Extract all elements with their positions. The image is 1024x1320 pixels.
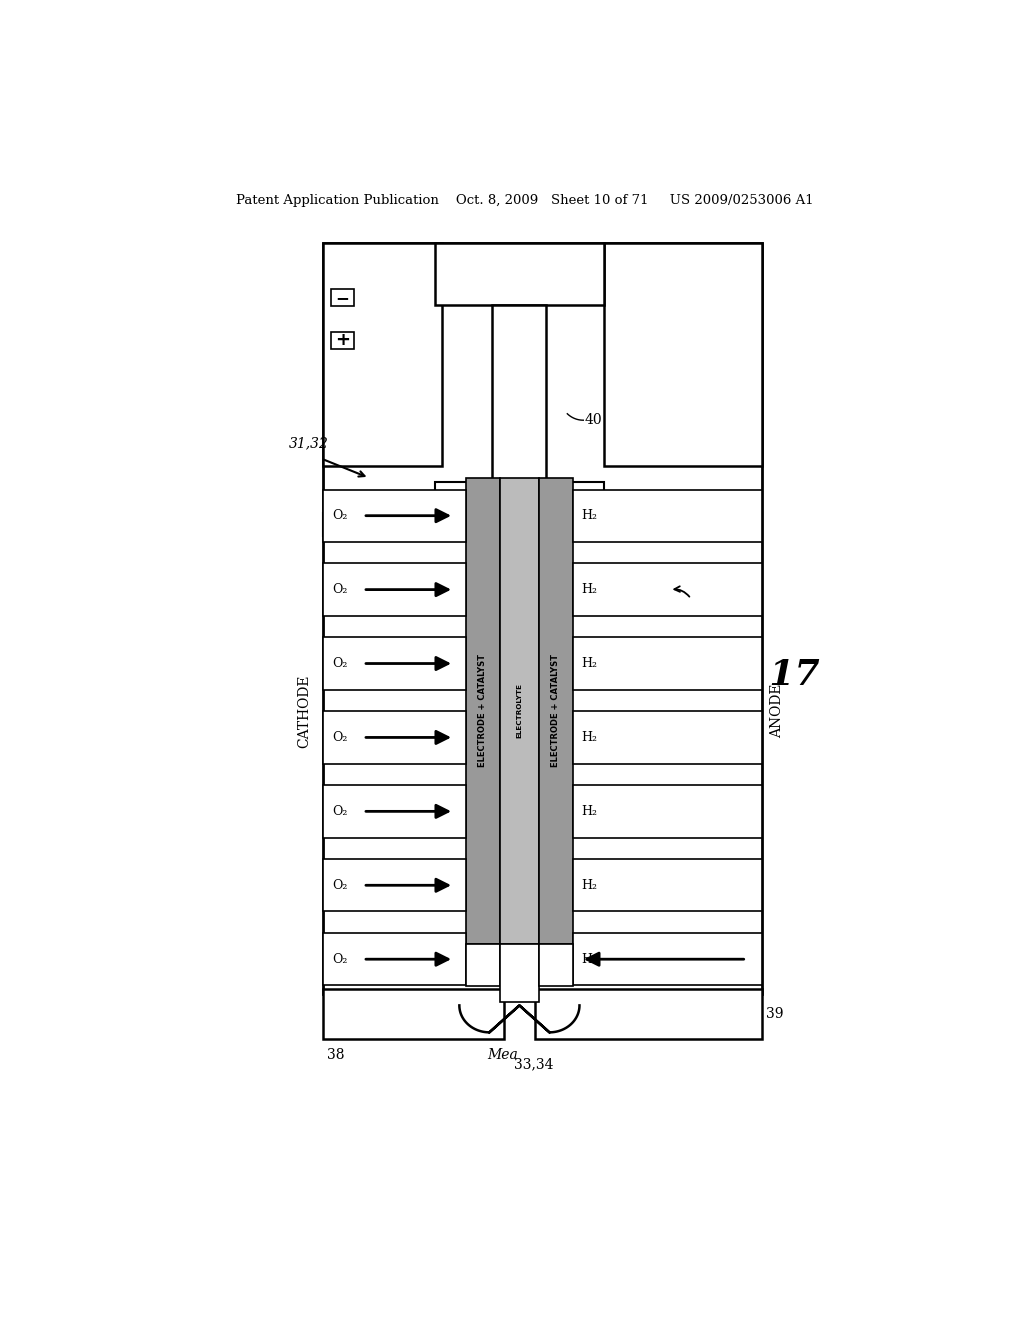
Bar — [323, 933, 466, 985]
Bar — [323, 243, 442, 466]
Bar — [323, 638, 466, 689]
Bar — [323, 512, 500, 536]
Text: FIG. 17: FIG. 17 — [673, 657, 820, 692]
Text: O₂: O₂ — [333, 879, 348, 892]
Text: 38: 38 — [327, 1048, 344, 1061]
Text: O₂: O₂ — [333, 583, 348, 597]
Text: −: − — [336, 289, 349, 306]
Bar — [323, 711, 466, 763]
Text: Patent Application Publication    Oct. 8, 2009   Sheet 10 of 71     US 2009/0253: Patent Application Publication Oct. 8, 2… — [236, 194, 814, 207]
Text: CATHODE: CATHODE — [297, 675, 311, 747]
Text: +: + — [335, 331, 350, 348]
Bar — [573, 711, 762, 763]
Text: H₂: H₂ — [581, 583, 597, 597]
Text: H₂: H₂ — [581, 731, 597, 744]
Bar — [573, 490, 762, 543]
Bar — [493, 305, 547, 482]
Bar — [573, 638, 762, 689]
Bar — [604, 243, 762, 466]
Text: ELECTRODE + CATALYST: ELECTRODE + CATALYST — [552, 655, 560, 767]
Text: 40: 40 — [585, 413, 602, 428]
Bar — [500, 478, 539, 944]
Bar — [500, 944, 539, 1002]
Text: H₂: H₂ — [581, 879, 597, 892]
Bar — [539, 512, 762, 536]
Text: 37: 37 — [692, 598, 711, 612]
Text: O₂: O₂ — [333, 805, 348, 818]
Bar — [331, 331, 354, 348]
Bar — [435, 243, 604, 305]
Text: H₂: H₂ — [581, 657, 597, 671]
Text: 39: 39 — [766, 1007, 783, 1022]
Bar — [323, 243, 762, 994]
Text: H₂: H₂ — [581, 953, 597, 966]
Text: 42: 42 — [580, 950, 597, 965]
Text: O₂: O₂ — [333, 510, 348, 523]
Text: ELECTRODE + CATALYST: ELECTRODE + CATALYST — [478, 655, 487, 767]
Text: ANODE: ANODE — [770, 684, 784, 738]
Bar — [573, 785, 762, 838]
Bar — [573, 564, 762, 615]
Text: H₂: H₂ — [581, 805, 597, 818]
Text: 33,34: 33,34 — [513, 1057, 553, 1072]
Bar — [435, 482, 604, 512]
Text: ELECTROLYTE: ELECTROLYTE — [516, 684, 522, 738]
Bar — [323, 785, 466, 838]
Text: H₂: H₂ — [581, 510, 597, 523]
Text: Mea: Mea — [487, 1048, 518, 1063]
Bar — [323, 859, 466, 911]
Text: O₂: O₂ — [333, 953, 348, 966]
Bar — [535, 989, 762, 1039]
Bar — [323, 989, 504, 1039]
Text: 41: 41 — [441, 950, 460, 965]
Bar — [331, 289, 354, 306]
Bar — [573, 859, 762, 911]
Bar — [466, 944, 500, 986]
Bar — [539, 944, 573, 986]
Text: O₂: O₂ — [333, 657, 348, 671]
Bar — [573, 933, 762, 985]
Text: 31,32: 31,32 — [289, 437, 329, 450]
Bar — [323, 564, 466, 615]
Text: O₂: O₂ — [333, 731, 348, 744]
Bar — [323, 490, 466, 543]
Bar — [466, 478, 500, 944]
Bar — [539, 478, 573, 944]
